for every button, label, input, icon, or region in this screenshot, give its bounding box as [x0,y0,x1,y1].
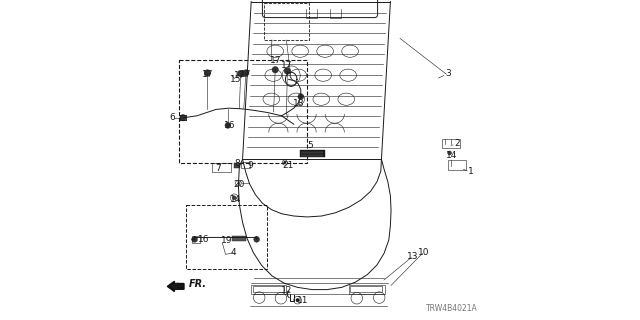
Bar [264,3,309,40]
Text: 20: 20 [234,180,245,189]
Text: 2: 2 [455,140,460,148]
Text: 8: 8 [235,159,240,168]
Text: TRW4B4021A: TRW4B4021A [426,304,477,313]
Text: FR.: FR. [189,278,207,289]
Circle shape [298,94,304,100]
Text: 17: 17 [240,70,252,79]
Text: 9: 9 [248,161,253,170]
Text: 3: 3 [445,69,451,78]
Text: 17: 17 [270,56,282,65]
Text: 5: 5 [308,141,313,150]
Text: 14: 14 [230,196,241,204]
Circle shape [272,67,278,73]
Circle shape [237,70,244,77]
Bar [241,162,250,168]
Circle shape [296,298,300,302]
Text: 17: 17 [281,61,292,70]
Text: 21: 21 [282,161,294,170]
FancyArrow shape [168,281,184,292]
Text: 16: 16 [224,121,236,130]
Circle shape [180,115,186,121]
Text: 13: 13 [407,252,419,261]
Text: 14: 14 [445,151,457,160]
Bar [253,286,284,292]
Bar [448,160,466,170]
Bar [351,286,383,292]
Bar [232,236,246,241]
Text: 15: 15 [230,75,242,84]
Bar [442,139,460,148]
Circle shape [284,161,286,164]
Circle shape [284,68,291,74]
Bar [300,150,325,157]
Bar [234,163,240,168]
Text: 16: 16 [198,236,210,244]
Bar [251,285,287,294]
Text: 11: 11 [297,296,308,305]
Circle shape [192,236,198,242]
Circle shape [204,70,211,76]
Text: 6: 6 [170,113,175,122]
Text: 10: 10 [419,248,429,257]
Text: 4: 4 [231,248,236,257]
Circle shape [232,196,236,200]
Bar [186,205,268,269]
Bar [192,236,200,243]
Text: 7: 7 [216,164,221,173]
Text: 1: 1 [468,167,474,176]
Bar [212,163,231,172]
Text: 19: 19 [221,236,233,245]
Circle shape [448,151,452,155]
Text: 12: 12 [281,286,292,295]
Text: 18: 18 [294,100,305,108]
Circle shape [253,236,260,242]
Bar [179,60,307,163]
Text: 17: 17 [202,70,213,79]
Circle shape [225,123,231,128]
Bar [349,285,385,294]
Circle shape [243,70,249,76]
Text: 17: 17 [234,71,245,80]
